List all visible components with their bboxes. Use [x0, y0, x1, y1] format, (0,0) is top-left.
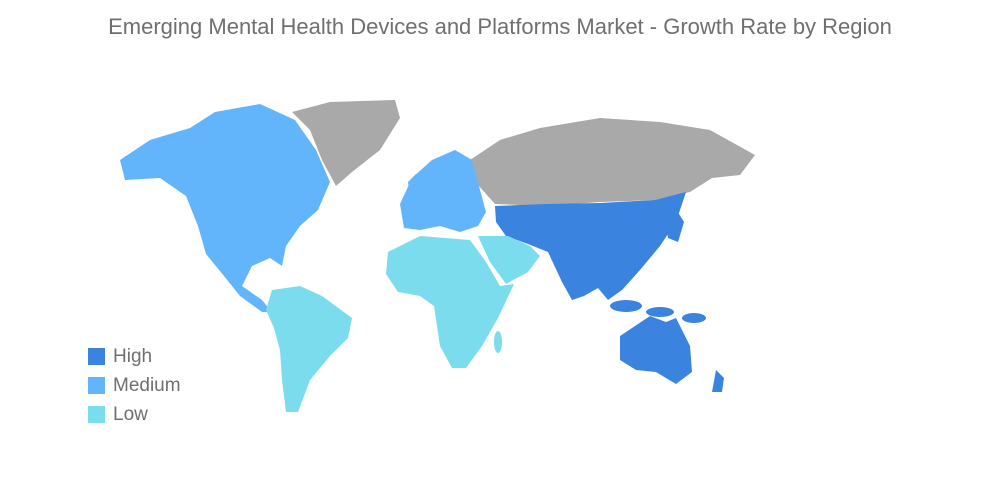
region-medium [120, 104, 486, 312]
legend-label: Low [113, 403, 148, 425]
new-zealand [712, 370, 724, 392]
legend-swatch-high [88, 348, 105, 365]
legend-label: Medium [113, 374, 181, 396]
south-america [266, 286, 352, 412]
legend: High Medium Low [88, 342, 181, 429]
region-high [495, 192, 724, 392]
japan [664, 206, 684, 242]
legend-swatch-low [88, 406, 105, 423]
europe [400, 150, 486, 232]
legend-item-medium: Medium [88, 371, 181, 400]
region-no-data [292, 100, 755, 206]
asia [495, 192, 686, 300]
legend-item-high: High [88, 342, 181, 371]
madagascar [494, 331, 502, 353]
uk [408, 174, 420, 198]
greenland [292, 100, 400, 186]
legend-item-low: Low [88, 400, 181, 429]
legend-label: High [113, 345, 153, 367]
australia [620, 316, 692, 384]
legend-swatch-medium [88, 377, 105, 394]
chart-title: Emerging Mental Health Devices and Platf… [108, 14, 892, 39]
north-america [120, 104, 330, 312]
russia [470, 118, 755, 206]
region-low [266, 236, 540, 412]
africa [386, 236, 514, 368]
middle-east [478, 236, 540, 284]
indonesia [610, 300, 642, 312]
